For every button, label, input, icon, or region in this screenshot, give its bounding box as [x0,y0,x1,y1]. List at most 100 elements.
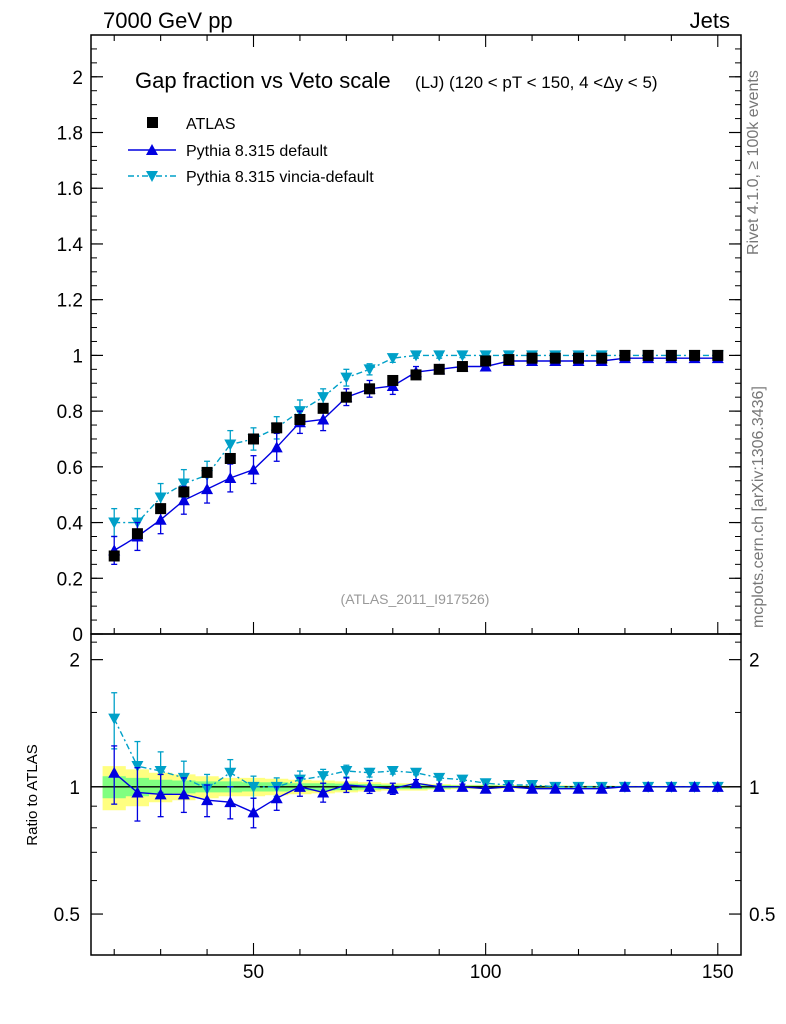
legend-item-vincia: Pythia 8.315 vincia-default [128,169,374,186]
main-atlas-point [131,528,143,540]
ratio-vincia-point [154,766,167,778]
main-ytick-label: 1.8 [57,124,83,145]
ratio-vincia-point [108,713,121,725]
main-atlas-point [224,452,236,464]
ratio-axis-ticks: 0.5 0.5 1 1 2 2 50 100 150 [54,641,775,983]
main-default-point [247,463,260,475]
ratio-vincia-point [317,771,330,783]
main-atlas-point [271,422,283,434]
main-atlas-point [294,413,306,425]
main-vincia-point [154,492,167,504]
ratio-plot-area [108,692,724,829]
main-vincia-point [108,517,121,529]
header-right: Jets [689,8,730,33]
ratio-default-point [270,792,283,804]
main-default-point [177,494,190,506]
ratio-y-axis-label: Ratio to ATLAS [24,744,41,845]
main-default-point [317,413,330,425]
main-atlas-point [364,383,376,395]
ratio-default-point [108,766,121,778]
main-ytick-label: 0.2 [57,569,83,590]
ratio-default-point [433,780,446,792]
ratio-default-point [247,806,260,818]
ratio-default-point [386,782,399,794]
main-atlas-point [340,391,352,403]
legend-item-default: Pythia 8.315 default [128,143,328,160]
legend-label-default: Pythia 8.315 default [186,143,328,160]
main-atlas-point [456,361,468,373]
chart-title: Gap fraction vs Veto scale [135,68,391,93]
ratio-default-point [293,780,306,792]
main-atlas-point [642,349,654,361]
main-ytick-label: 1 [72,346,83,367]
main-default-point [224,471,237,483]
ratio-vincia-point [247,781,260,793]
main-vincia-point [340,372,353,384]
ratio-default-point [363,780,376,792]
legend: ATLAS Pythia 8.315 default Pythia 8.315 … [128,116,374,186]
ratio-vincia-point [363,767,376,779]
ratio-vincia-point [386,766,399,778]
ratio-default-point [618,780,631,792]
ratio-ytick-label-right: 2 [749,651,760,672]
ratio-vincia-point [131,761,144,773]
main-ytick-label: 0.4 [57,514,84,535]
main-atlas-point [433,363,445,375]
main-atlas-point [712,349,724,361]
main-ytick-label: 0.8 [57,402,83,423]
main-atlas-point [317,402,329,414]
main-atlas-point [549,352,561,364]
ratio-vincia-point [224,767,237,779]
main-atlas-point [619,349,631,361]
ratio-ytick-label: 2 [69,651,80,672]
main-axis-ticks: 0 0.2 0.4 0.6 0.8 1 1.2 1.4 1.6 1.8 2 [57,35,741,646]
main-atlas-point [387,374,399,386]
ratio-default-point [410,777,422,789]
legend-marker-atlas [147,117,158,128]
main-vincia-point [177,478,190,490]
ratio-xtick-label: 150 [702,962,734,983]
ratio-ytick-label: 0.5 [54,905,80,926]
ratio-default-point [456,780,469,792]
main-ytick-label: 1.2 [57,291,83,312]
main-ytick-label: 0.6 [57,458,83,479]
ratio-default-point [711,780,724,792]
main-plot-area [108,349,724,565]
main-vincia-point [433,350,446,362]
main-vincia-point [410,350,422,362]
main-atlas-point [480,355,492,367]
main-atlas-point [178,486,190,498]
ratio-default-point [340,779,353,791]
ratio-default-point [688,780,701,792]
main-vincia-point [363,364,376,376]
main-default-point [270,441,283,453]
ratio-ytick-label-right: 0.5 [749,905,775,926]
legend-marker-default [146,144,158,155]
ratio-default-point [665,780,678,792]
main-ytick-label: 1.6 [57,179,83,200]
main-ytick-label: 1.4 [57,235,84,256]
main-atlas-point [689,349,701,361]
ratio-vincia-point [340,766,353,778]
chart-watermark: (ATLAS_2011_I917526) [341,591,490,607]
ratio-default-point [502,780,515,792]
main-atlas-point [410,369,422,381]
legend-label-vincia: Pythia 8.315 vincia-default [186,169,374,186]
legend-item-atlas: ATLAS [147,116,236,133]
legend-label-atlas: ATLAS [186,116,236,133]
main-atlas-point [155,503,167,515]
ratio-frame [90,633,742,956]
ratio-vincia-point [456,774,469,786]
ratio-default-point [479,782,492,794]
main-atlas-point [665,349,677,361]
ratio-vincia-point [410,767,422,779]
ratio-default-point [642,780,655,792]
main-default-point [154,513,167,525]
main-atlas-point [108,550,120,562]
ratio-default-point [526,782,539,794]
ratio-xtick-label: 100 [470,962,502,983]
ratio-default-point [224,796,237,808]
main-atlas-point [248,433,259,445]
ratio-panel: Ratio to ATLAS 0.5 0.5 1 1 2 2 50 100 150 [24,633,775,983]
